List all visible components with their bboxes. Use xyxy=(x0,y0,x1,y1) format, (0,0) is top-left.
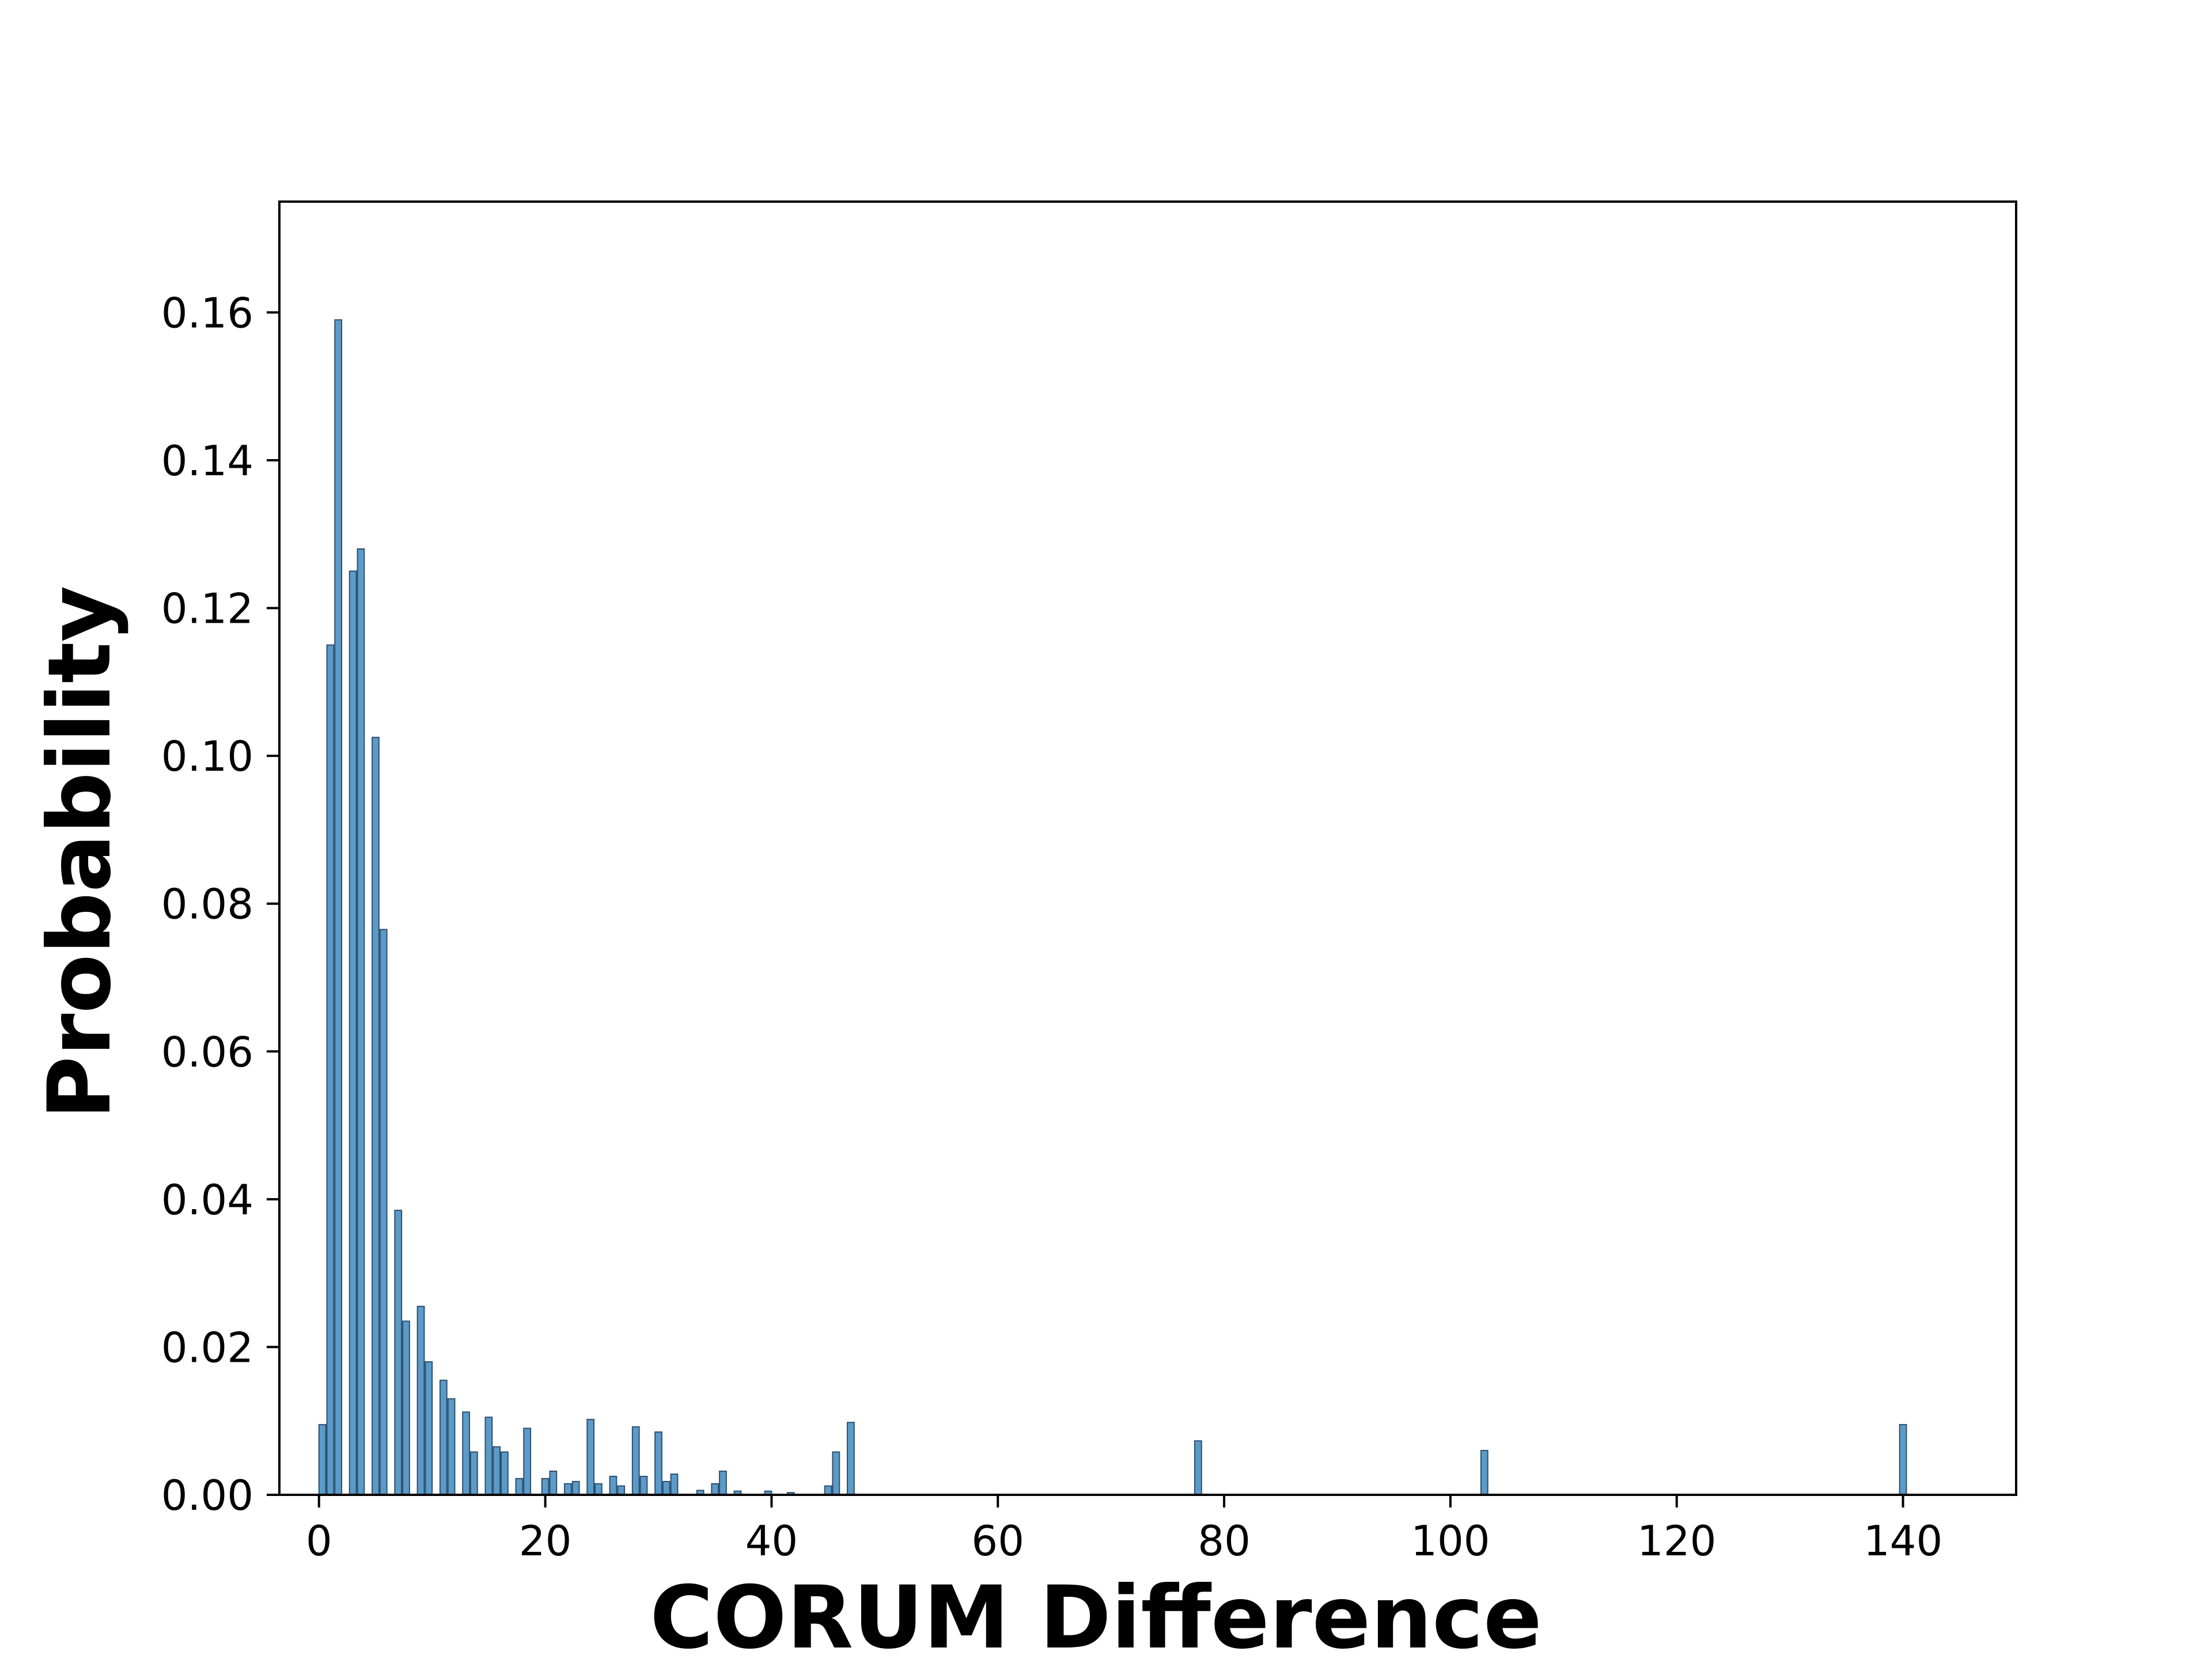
y-tick-label: 0.12 xyxy=(161,585,253,633)
y-tick-label: 0.00 xyxy=(161,1471,253,1520)
x-tick-label: 40 xyxy=(745,1517,798,1565)
histogram-bar xyxy=(462,1411,470,1496)
histogram-bar xyxy=(372,737,380,1495)
x-tick-label: 100 xyxy=(1411,1517,1490,1565)
histogram-bar xyxy=(662,1480,671,1496)
histogram-bar xyxy=(500,1451,509,1495)
histogram-bar xyxy=(416,1305,425,1495)
histogram-bar xyxy=(484,1416,493,1496)
x-axis-ticks: 0 20 40 60 80 100 120 140 xyxy=(306,1495,1942,1565)
histogram-bar xyxy=(1480,1450,1488,1495)
histogram-bar xyxy=(832,1451,840,1495)
x-axis-title: CORUM Difference xyxy=(650,1568,1542,1659)
y-tick-label: 0.10 xyxy=(161,732,253,781)
y-tick-label: 0.02 xyxy=(161,1323,253,1372)
y-axis-title: Probability xyxy=(30,586,130,1120)
histogram-bar xyxy=(469,1451,478,1495)
histogram-bar xyxy=(334,319,343,1495)
histogram-bar xyxy=(1194,1440,1202,1495)
histogram-bar xyxy=(549,1470,558,1495)
y-axis-ticks: 0.00 0.02 0.04 0.06 0.08 0.10 0.12 0.14 0.16 xyxy=(161,289,279,1520)
y-tick-label: 0.16 xyxy=(161,289,253,337)
histogram-bar xyxy=(515,1478,524,1495)
x-tick-label: 60 xyxy=(971,1517,1024,1565)
x-tick-label: 80 xyxy=(1198,1517,1251,1565)
histogram-bar xyxy=(563,1483,572,1495)
histogram-bar xyxy=(439,1380,448,1496)
histogram-bar xyxy=(711,1483,719,1495)
histogram-bar xyxy=(379,929,388,1495)
y-tick-label: 0.14 xyxy=(161,437,253,485)
histogram-bar xyxy=(719,1470,727,1495)
histogram-bar xyxy=(654,1431,662,1495)
histogram-bar xyxy=(493,1446,501,1495)
plot-frame xyxy=(278,200,2017,1496)
histogram-bar xyxy=(586,1419,595,1496)
x-tick-label: 140 xyxy=(1863,1517,1942,1565)
histogram-bar xyxy=(523,1427,532,1496)
histogram-bar xyxy=(617,1485,626,1495)
x-tick-label: 120 xyxy=(1637,1517,1716,1565)
histogram-bar xyxy=(631,1426,640,1495)
histogram-bar xyxy=(402,1320,410,1495)
histogram-bar xyxy=(670,1474,679,1496)
histogram-bar xyxy=(639,1475,648,1495)
y-tick-label: 0.06 xyxy=(161,1028,253,1076)
histogram-bar xyxy=(609,1475,618,1495)
x-tick-label: 20 xyxy=(519,1517,572,1565)
histogram-bar xyxy=(824,1485,832,1495)
histogram-bar xyxy=(571,1480,580,1496)
histogram-bar xyxy=(425,1361,433,1495)
histogram-bar xyxy=(1899,1424,1907,1496)
histogram-bar xyxy=(326,644,335,1495)
histogram-bar xyxy=(847,1422,855,1496)
x-tick-label: 0 xyxy=(306,1517,332,1565)
y-tick-label: 0.04 xyxy=(161,1176,253,1224)
histogram-bar xyxy=(394,1210,403,1496)
histogram-bar xyxy=(594,1483,603,1495)
histogram-bar xyxy=(318,1424,327,1496)
histogram-bar xyxy=(447,1398,456,1495)
y-tick-label: 0.08 xyxy=(161,880,253,929)
histogram-bar xyxy=(357,548,365,1495)
histogram-bar xyxy=(541,1478,550,1495)
histogram-bar xyxy=(349,570,357,1495)
